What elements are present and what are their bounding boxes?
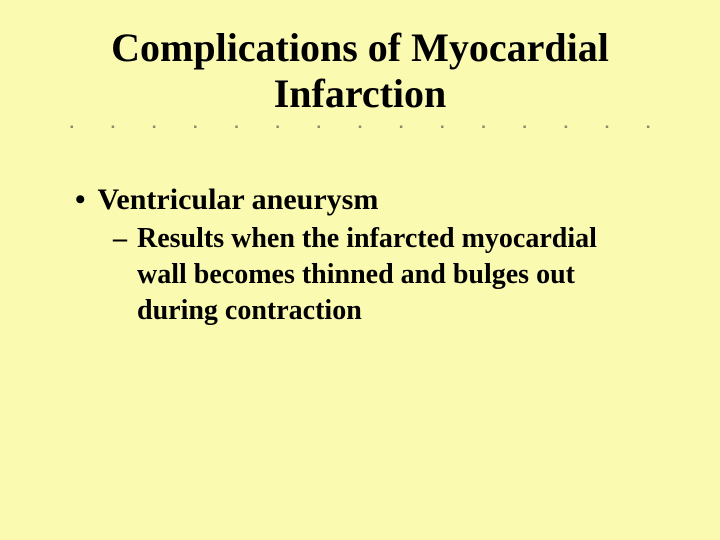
divider-dot-icon: ▪ <box>358 122 362 133</box>
divider-dot-icon: ▪ <box>646 122 650 133</box>
divider-dot-icon: ▪ <box>317 122 321 133</box>
divider-dot-icon: ▪ <box>523 122 527 133</box>
bullet-item: • Ventricular aneurysm <box>75 183 660 217</box>
divider-dot-icon: ▪ <box>564 122 568 133</box>
divider-dot-icon: ▪ <box>399 122 403 133</box>
divider-dot-icon: ▪ <box>194 122 198 133</box>
sub-bullet-text: Results when the infarcted myocardial wa… <box>137 221 647 328</box>
slide-title: Complications of Myocardial Infarction <box>60 25 660 117</box>
slide-container: Complications of Myocardial Infarction ▪… <box>0 0 720 540</box>
content-area: • Ventricular aneurysm – Results when th… <box>60 183 660 328</box>
divider-dot-icon: ▪ <box>235 122 239 133</box>
divider-dot-icon: ▪ <box>276 122 280 133</box>
bullet-marker-icon: • <box>75 183 86 217</box>
bullet-text: Ventricular aneurysm <box>98 183 379 217</box>
divider-dot-icon: ▪ <box>482 122 486 133</box>
dash-marker-icon: – <box>113 221 127 257</box>
title-line-1: Complications of Myocardial <box>60 25 660 71</box>
sub-bullet-item: – Results when the infarcted myocardial … <box>75 221 660 328</box>
title-line-2: Infarction <box>60 71 660 117</box>
divider-dot-icon: ▪ <box>70 122 74 133</box>
divider-dot-icon: ▪ <box>111 122 115 133</box>
divider-dot-icon: ▪ <box>152 122 156 133</box>
divider-dot-icon: ▪ <box>605 122 609 133</box>
divider-dot-icon: ▪ <box>441 122 445 133</box>
divider-line: ▪ ▪ ▪ ▪ ▪ ▪ ▪ ▪ ▪ ▪ ▪ ▪ ▪ ▪ ▪ <box>60 122 660 133</box>
